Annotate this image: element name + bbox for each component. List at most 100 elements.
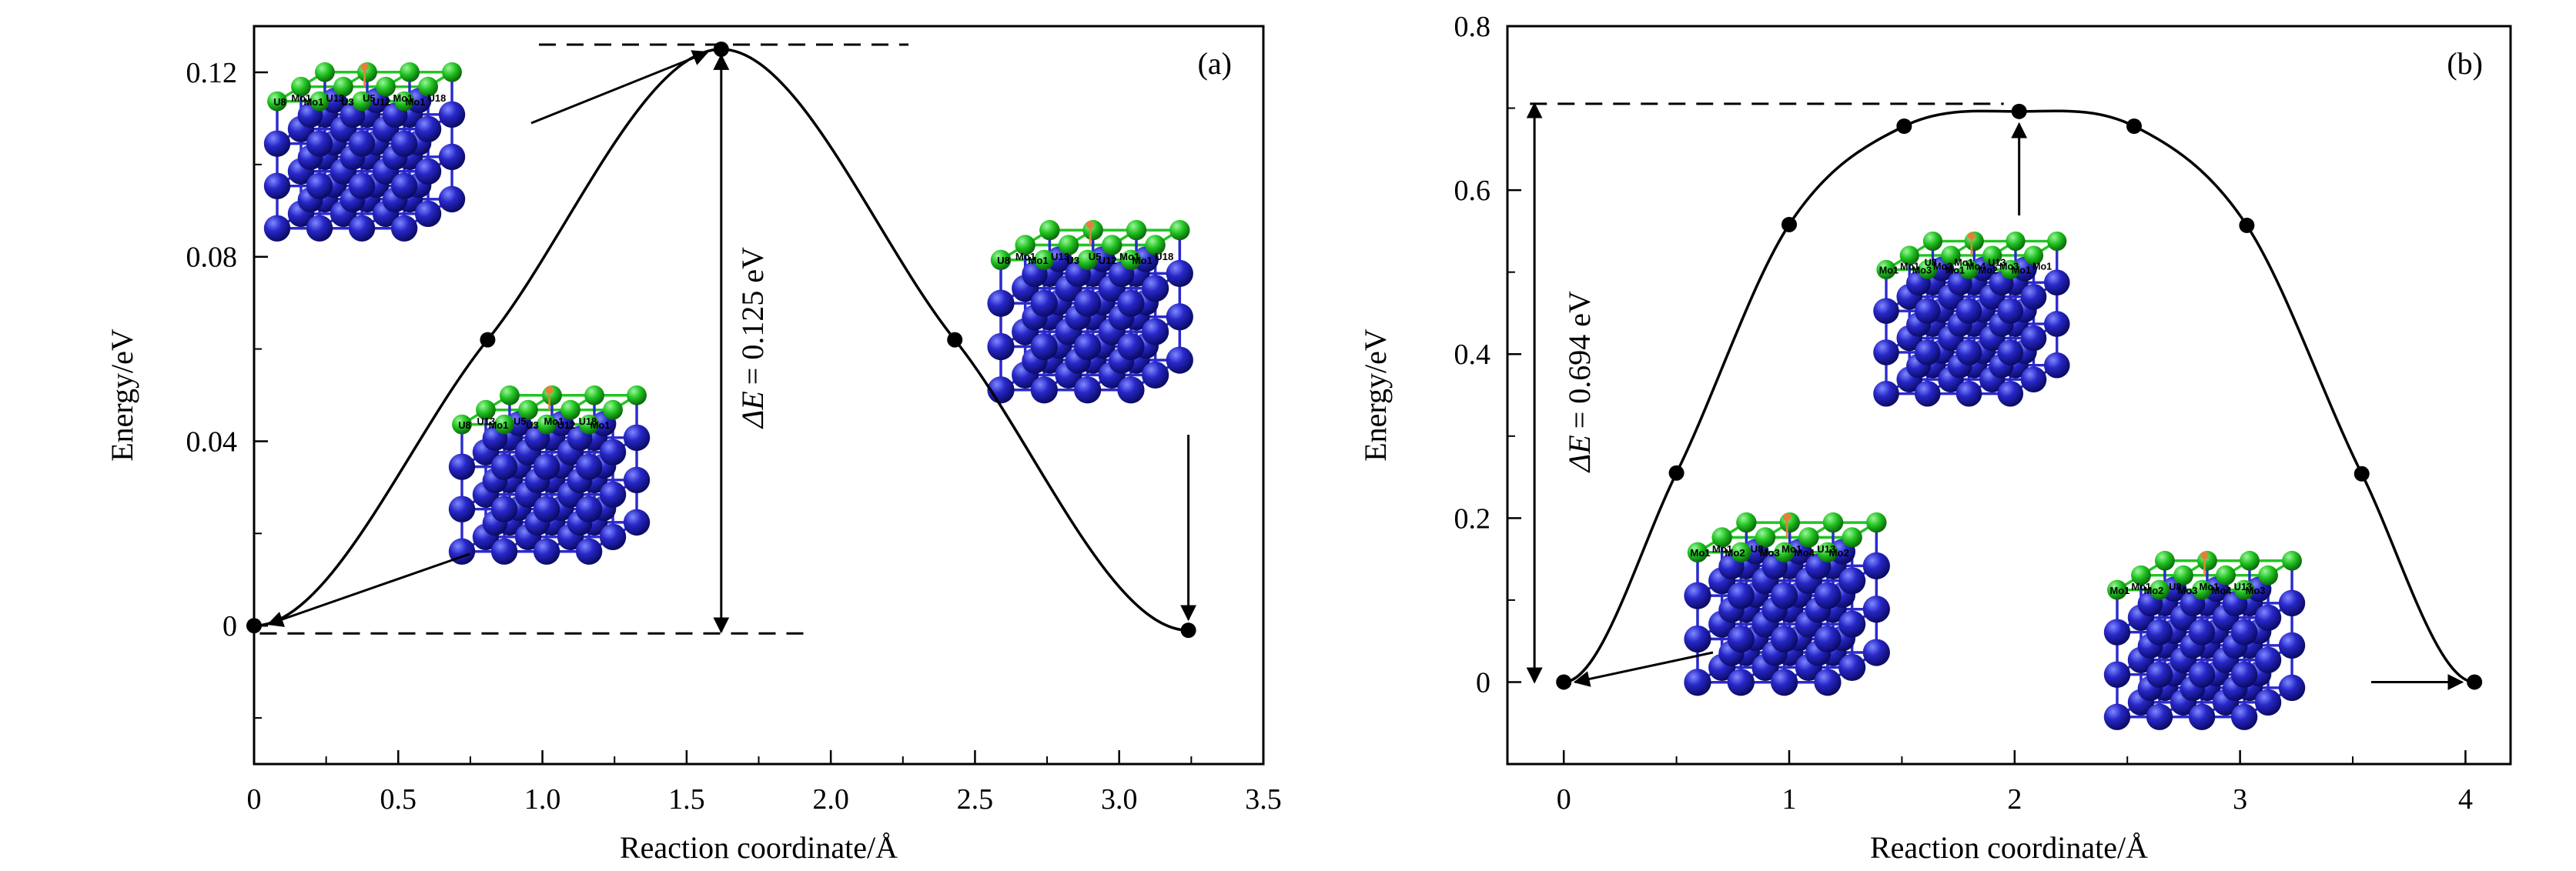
y-tick-label: 0 [222,610,237,642]
mo-atom [376,76,396,97]
mo-atom [1842,527,1862,548]
u-atom [1166,259,1193,287]
x-tick-label: 3 [2233,783,2247,816]
u-atom [2146,661,2173,688]
atom-label: U3 [1066,255,1079,266]
pointer-arrow [530,50,709,125]
atom-label: Mo1 [544,415,564,427]
x-tick-label: 3.0 [1101,783,1138,816]
mo-atom [333,76,353,97]
points-b [1556,103,2483,690]
y-tick-label: 0 [1476,666,1490,699]
mo-atom [452,414,472,435]
structure-b-2-atoms [1684,512,1890,696]
mo-atom [1755,527,1776,548]
atom-label: Mo1 [1879,265,1899,275]
atom-label: Mo3 [1999,262,2019,272]
mo-atom [2047,231,2067,252]
atom-label: U13 [1817,543,1835,555]
u-atom [2230,619,2258,646]
atom-label: Mo1 [1132,255,1153,266]
mo-atom [1876,259,1896,279]
data-point [246,618,262,634]
atom-label: U8 [997,255,1010,266]
mo-atom [309,91,330,112]
atom-label: U12 [373,96,391,108]
u-atom [490,538,518,565]
structure-a-1-atoms [263,62,466,242]
mo-atom [2155,550,2175,571]
u-atom [448,453,476,480]
atom-label: Mo1 [2032,262,2052,272]
u-atom [1997,298,2024,324]
u-atom [390,172,418,199]
y-tick-label: 0.8 [1454,11,1491,43]
mo-atom [627,385,647,405]
data-point [1556,674,1572,690]
mo-atom [1817,542,1838,562]
u-atom [1117,332,1145,361]
guides-a [259,43,1197,635]
u-atom [987,289,1015,317]
adatom [360,62,369,72]
u-atom [2020,366,2047,392]
u-atom [390,130,418,157]
u-atom [1142,361,1169,389]
x-axis-label-b: Reaction coordinate/Å [1870,830,2148,865]
mo-atom [990,249,1012,270]
u-atom [1914,339,1941,365]
atom-label: Mo1 [393,92,413,104]
mo-atom [1941,245,1961,265]
barrier-prefix-a: ΔE [735,391,770,429]
u-atom [2254,604,2282,631]
mo-atom [1982,245,2002,265]
u-atom [1873,380,1899,407]
u-atom [987,332,1015,361]
mo-atom [1922,231,1943,252]
data-point [2011,103,2027,119]
mo-atom [1822,512,1844,533]
mo-atom [400,62,420,82]
atom-label: Mo4 [2212,585,2233,596]
mo-atom [579,414,600,435]
u-atom [1873,298,1899,324]
atom-label: Mo1 [406,96,426,108]
atom-label: Mo1 [1945,265,1965,275]
atom-label: Mo1 [2199,581,2219,592]
u-atom [2043,269,2070,295]
u-atom [306,130,333,157]
atom-label: Mo1 [2110,585,2130,596]
u-atom [2188,661,2216,688]
adatom [545,385,554,395]
u-atom [2230,703,2258,730]
u-atom [2230,661,2258,688]
x-tick-label: 4 [2458,783,2473,816]
u-atom [2278,632,2306,659]
data-point [2126,118,2143,134]
u-atom [1142,275,1169,302]
pointer-arrow [266,552,470,627]
mo-atom [1798,527,1819,548]
mo-atom [2173,565,2193,586]
data-point [2467,674,2483,690]
atom-label: Mo1 [489,419,509,431]
mo-atom [315,62,335,82]
panel-a: 0 0.5 1.0 1.5 2.0 2.5 3.0 3.5 0 0.04 0.08 0.12 U8 Mo… [105,25,1282,865]
u-atom [2188,619,2216,646]
mo-atom [2000,259,2020,279]
mo-atom [291,76,311,97]
u-atom [1914,380,1941,407]
u-atom [1862,552,1890,579]
x-tick-label: 0 [1557,783,1571,816]
atom-label: U8 [1751,543,1764,555]
mo-atom [1774,542,1795,562]
u-atom [490,496,518,522]
